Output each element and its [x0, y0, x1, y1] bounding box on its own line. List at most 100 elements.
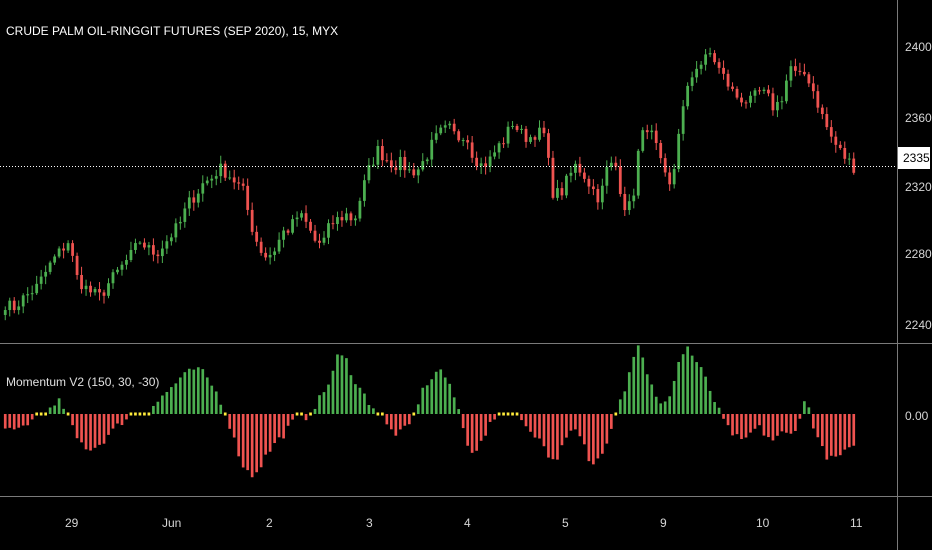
candle-body [21, 295, 25, 307]
chart-title: CRUDE PALM OIL-RINGGIT FUTURES (SEP 2020… [6, 24, 338, 38]
time-axis[interactable]: 29 Jun 2 3 4 5 9 10 11 [65, 516, 863, 530]
candle-body [129, 249, 133, 260]
momentum-bar [385, 414, 389, 425]
candle-body [376, 146, 380, 165]
momentum-bar [668, 396, 672, 414]
momentum-bar [57, 398, 61, 414]
candle-body [232, 177, 236, 183]
candle-body [717, 62, 721, 68]
momentum-bar [771, 414, 775, 441]
momentum-bar [583, 414, 586, 445]
momentum-bar [304, 414, 308, 421]
momentum-bar [300, 412, 303, 416]
candle-body [8, 300, 12, 311]
momentum-bar [511, 412, 514, 416]
candle-body [852, 158, 856, 173]
momentum-bar [650, 384, 654, 414]
candle-body [385, 160, 389, 162]
candle-body [749, 95, 752, 103]
momentum-bar [838, 414, 842, 456]
candle-body [304, 213, 308, 222]
candle-body [201, 183, 205, 194]
price-axis[interactable]: 2400 2360 2320 2280 2240 [905, 40, 932, 332]
candle-body [811, 83, 815, 92]
candle-body [551, 157, 555, 198]
candle-body [48, 262, 52, 272]
candle-body [547, 133, 550, 158]
candle-body [443, 125, 447, 128]
indicator-axis[interactable]: 0.00 [905, 409, 929, 423]
candle-body [196, 193, 200, 203]
candle-body [560, 188, 564, 196]
time-label: 5 [562, 516, 569, 530]
momentum-bar [313, 408, 317, 414]
momentum-bar [264, 414, 267, 455]
candle-body [645, 130, 649, 133]
candle-body [116, 269, 119, 273]
candle-body [282, 230, 285, 240]
candle-body [26, 294, 30, 296]
momentum-bar [53, 405, 56, 414]
momentum-bar [336, 354, 339, 414]
candle-body [726, 73, 730, 87]
candle-body [273, 251, 277, 255]
momentum-bar [295, 412, 299, 416]
candle-body [470, 142, 474, 158]
candle-body [488, 156, 492, 167]
momentum-bar [8, 414, 12, 428]
momentum-bar [735, 414, 739, 435]
momentum-bar [488, 414, 492, 422]
candle-body [44, 271, 48, 277]
candle-body [389, 160, 393, 168]
candle-body [672, 168, 676, 185]
candle-body [66, 243, 70, 251]
candle-body [264, 252, 268, 258]
momentum-bar [358, 387, 362, 414]
candle-body [767, 89, 770, 94]
current-price-tag: 2335 [898, 147, 930, 169]
candle-body [219, 163, 223, 177]
candle-body [300, 213, 303, 218]
candle-body [569, 172, 573, 176]
candle-body [434, 133, 438, 140]
momentum-bar [205, 377, 209, 414]
candle-body [165, 241, 169, 249]
candle-body [452, 123, 456, 132]
candle-body [834, 136, 838, 145]
candle-body [677, 133, 681, 169]
candle-body [430, 139, 434, 160]
candle-body [771, 93, 775, 111]
current-price-label: 2335 [903, 151, 930, 165]
momentum-bar [196, 367, 200, 414]
candle-body [295, 217, 299, 220]
momentum-bar [214, 391, 218, 414]
momentum-bar [412, 412, 416, 416]
momentum-bar [461, 414, 465, 429]
momentum-bar [520, 414, 523, 421]
candle-body [143, 242, 146, 248]
candle-body [780, 101, 784, 103]
momentum-bar [641, 357, 645, 414]
momentum-bar [17, 414, 21, 428]
momentum-bar [798, 414, 802, 419]
candle-body [600, 185, 604, 203]
momentum-bar [829, 414, 833, 456]
candle-body [286, 230, 290, 233]
momentum-bar [268, 414, 272, 452]
candle-body [520, 128, 523, 130]
momentum-bar [560, 414, 564, 446]
candle-body [178, 221, 182, 224]
momentum-bar [80, 414, 83, 443]
candle-body [327, 223, 330, 238]
candle-body [493, 152, 496, 157]
candle-body [223, 163, 227, 178]
candle-body [789, 66, 793, 81]
candle-body [690, 77, 694, 86]
momentum-bar [452, 397, 456, 414]
momentum-bars [3, 345, 856, 478]
momentum-bar [538, 414, 541, 439]
momentum-bar [237, 414, 241, 457]
momentum-bar [812, 414, 815, 429]
momentum-bar [309, 412, 312, 416]
